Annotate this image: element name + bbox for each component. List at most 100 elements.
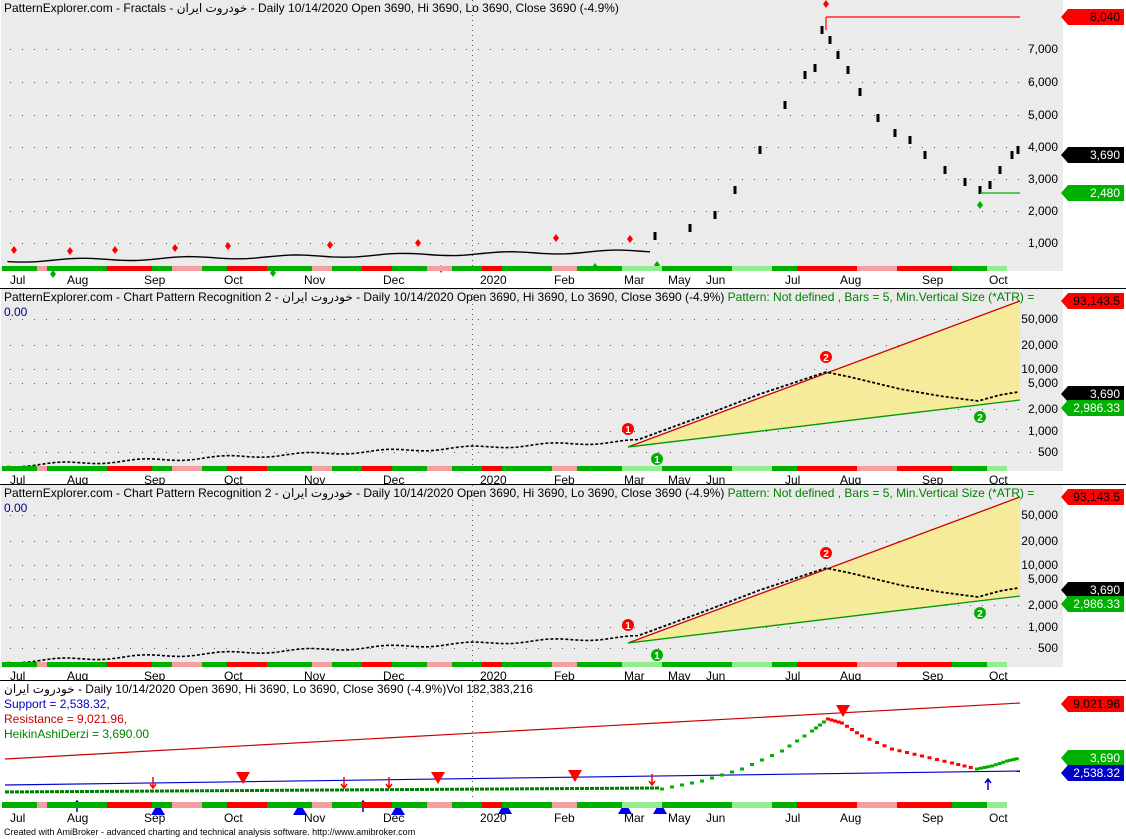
- badge-resistance-value: 9,021.96: [1073, 697, 1120, 711]
- grid-dot: [322, 82, 323, 83]
- grid-dot: [454, 179, 455, 180]
- grid-dot: [472, 419, 473, 420]
- grid-dot: [442, 648, 443, 649]
- grid-dot: [58, 565, 59, 566]
- grid-dot: [718, 369, 719, 370]
- support-resistance-pane[interactable]: Jul Aug Sep Oct Nov Dec 2020 Feb Mar May Jun Jul Aug…: [0, 681, 1126, 827]
- heikin-ashi-bar: [205, 789, 209, 793]
- pattern-chart-1[interactable]: 50,00020,00010,0005,0002,0001,0005001212…: [0, 289, 1126, 484]
- grid-dot: [766, 369, 767, 370]
- grid-dot: [1018, 211, 1019, 212]
- grid-dot: [1006, 627, 1007, 628]
- heikin-ashi-bar: [730, 770, 734, 774]
- grid-dot: [946, 211, 947, 212]
- grid-dot: [298, 211, 299, 212]
- month-label: Jul: [785, 811, 800, 825]
- grid-dot: [262, 579, 263, 580]
- grid-dot: [1006, 115, 1007, 116]
- grid-dot: [298, 49, 299, 50]
- fractals-plot-area[interactable]: [1, 0, 1063, 271]
- grid-dot: [886, 648, 887, 649]
- pattern-pane-2[interactable]: 50,000 20,000 10,000 5,000 2,000 1,000 500 1 2 1 2…: [0, 485, 1126, 680]
- grid-dot: [418, 147, 419, 148]
- grid-dot: [574, 383, 575, 384]
- grid-dot: [694, 369, 695, 370]
- grid-dot: [310, 515, 311, 516]
- grid-dot: [862, 431, 863, 432]
- grid-dot: [274, 579, 275, 580]
- grid-dot: [418, 565, 419, 566]
- grid-dot: [802, 648, 803, 649]
- grid-dot: [514, 565, 515, 566]
- grid-dot: [862, 627, 863, 628]
- grid-dot: [178, 452, 179, 453]
- grid-dot: [190, 319, 191, 320]
- grid-dot: [226, 115, 227, 116]
- grid-dot: [472, 766, 473, 767]
- grid-dot: [472, 726, 473, 727]
- pattern-point-marker: [651, 453, 663, 465]
- badge-top-value-arrow: [1061, 293, 1068, 309]
- grid-dot: [826, 319, 827, 320]
- grid-dot: [934, 627, 935, 628]
- trend-bar-segment: [227, 802, 267, 808]
- heikin-ashi-bar: [180, 789, 184, 793]
- pane-divider[interactable]: [0, 680, 1126, 681]
- grid-dot: [358, 369, 359, 370]
- grid-dot: [82, 147, 83, 148]
- grid-dot: [682, 409, 683, 410]
- grid-dot: [838, 211, 839, 212]
- grid-dot: [766, 82, 767, 83]
- grid-dot: [646, 243, 647, 244]
- grid-dot: [226, 452, 227, 453]
- grid-dot: [682, 115, 683, 116]
- heikin-ashi-bar: [920, 754, 924, 758]
- grid-dot: [142, 383, 143, 384]
- trend-bar-segment: [2, 466, 37, 471]
- grid-dot: [622, 605, 623, 606]
- trend-bar-segment: [107, 466, 152, 471]
- grid-dot: [82, 627, 83, 628]
- grid-dot: [754, 82, 755, 83]
- grid-dot: [118, 541, 119, 542]
- pattern-pane-1[interactable]: 50,000 20,000 10,000 5,000 2,000 1,000 500 1 2 1 2…: [0, 289, 1126, 484]
- grid-dot: [226, 319, 227, 320]
- grid-dot: [214, 515, 215, 516]
- grid-dot: [442, 115, 443, 116]
- trend-bar-segment: [662, 466, 732, 471]
- grid-dot: [466, 627, 467, 628]
- grid-dot: [214, 115, 215, 116]
- fractals-pane[interactable]: 7,000 6,000 5,000 4,000 3,000 2,000 1,000 Jul Au…: [0, 0, 1126, 288]
- grid-dot: [478, 409, 479, 410]
- pattern-pane-title-2: PatternExplorer.com - Chart Pattern Reco…: [4, 486, 1034, 501]
- grid-dot: [610, 431, 611, 432]
- grid-dot: [970, 605, 971, 606]
- trend-bar-segment: [107, 662, 152, 667]
- grid-dot: [82, 409, 83, 410]
- grid-dot: [202, 211, 203, 212]
- grid-dot: [472, 215, 473, 216]
- pattern-chart-2[interactable]: 50,00020,00010,0005,0002,0001,0005001212…: [0, 485, 1126, 680]
- grid-dot: [82, 515, 83, 516]
- grid-dot: [214, 431, 215, 432]
- grid-dot: [472, 731, 473, 732]
- grid-dot: [886, 431, 887, 432]
- grid-dot: [310, 431, 311, 432]
- grid-dot: [472, 570, 473, 571]
- heikin-ashi-bar: [570, 787, 574, 791]
- grid-dot: [706, 565, 707, 566]
- pane-divider[interactable]: [0, 288, 1126, 289]
- grid-dot: [802, 319, 803, 320]
- grid-dot: [910, 627, 911, 628]
- grid-dot: [922, 147, 923, 148]
- grid-dot: [382, 565, 383, 566]
- grid-dot: [706, 115, 707, 116]
- pane-divider[interactable]: [0, 484, 1126, 485]
- grid-dot: [322, 409, 323, 410]
- grid-dot: [472, 80, 473, 81]
- support-resistance-chart[interactable]: Jul Aug Sep Oct Nov Dec 2020 Feb Mar May Jun Jul Aug…: [0, 681, 1126, 827]
- grid-dot: [226, 82, 227, 83]
- grid-dot: [472, 449, 473, 450]
- grid-dot: [970, 179, 971, 180]
